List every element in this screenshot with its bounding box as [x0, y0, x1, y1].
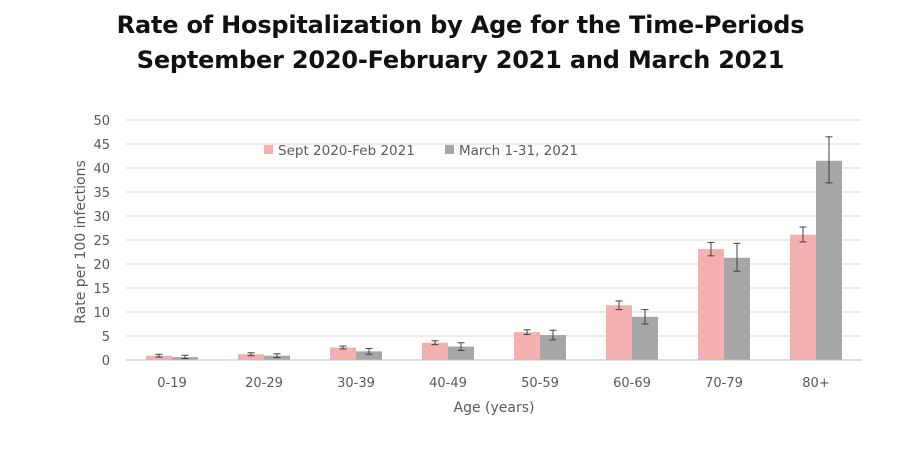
y-tick-label: 25 — [93, 234, 110, 249]
x-tick-label: 60-69 — [613, 376, 651, 391]
y-tick-label: 15 — [93, 282, 110, 297]
y-tick-label: 35 — [93, 186, 110, 201]
bar-sept-feb-50-59 — [514, 332, 540, 360]
y-axis-ticks: 0 5 10 15 20 25 30 35 40 45 50 — [93, 114, 110, 369]
x-tick-label: 50-59 — [521, 376, 559, 391]
y-tick-label: 5 — [102, 330, 110, 345]
chart-title-line-2: September 2020-February 2021 and March 2… — [136, 46, 785, 74]
bar-sept-feb-0-19 — [146, 355, 172, 360]
bar-march-70-79 — [724, 257, 750, 360]
bar-sept-feb-60-69 — [606, 305, 632, 360]
x-tick-label: 20-29 — [245, 376, 283, 391]
legend-swatch — [264, 145, 273, 154]
bar-sept-feb-70-79 — [698, 249, 724, 360]
error-bars — [155, 136, 833, 360]
bar-sept-feb-40-49 — [422, 342, 448, 360]
legend-label: Sept 2020-Feb 2021 — [278, 143, 415, 159]
chart-title-line-1: Rate of Hospitalization by Age for the T… — [116, 11, 805, 39]
legend-swatch — [445, 145, 454, 154]
y-tick-label: 20 — [93, 258, 110, 273]
y-tick-label: 30 — [93, 210, 110, 225]
y-tick-label: 50 — [93, 114, 110, 129]
y-tick-label: 40 — [93, 162, 110, 177]
y-tick-label: 10 — [93, 306, 110, 321]
bar-sept-feb-20-29 — [238, 354, 264, 360]
y-tick-label: 45 — [93, 138, 110, 153]
bar-march-30-39 — [356, 351, 382, 360]
bar-sept-feb-80+ — [790, 234, 816, 360]
bar-march-80+ — [816, 160, 842, 360]
y-tick-label: 0 — [102, 354, 110, 369]
bars — [146, 160, 842, 360]
x-tick-label: 0-19 — [157, 376, 187, 391]
x-tick-label: 40-49 — [429, 376, 467, 391]
bar-march-40-49 — [448, 346, 474, 360]
x-tick-label: 70-79 — [705, 376, 743, 391]
legend-label: March 1-31, 2021 — [459, 143, 578, 159]
y-axis-label: Rate per 100 infections — [73, 160, 89, 324]
x-axis-ticks: 0-19 20-29 30-39 40-49 50-59 60-69 70-79 80+ — [157, 376, 829, 391]
legend: Sept 2020-Feb 2021 March 1-31, 2021 — [264, 143, 578, 159]
bar-sept-feb-30-39 — [330, 347, 356, 360]
x-tick-label: 30-39 — [337, 376, 375, 391]
x-axis-label: Age (years) — [454, 400, 535, 416]
x-tick-label: 80+ — [802, 376, 829, 391]
